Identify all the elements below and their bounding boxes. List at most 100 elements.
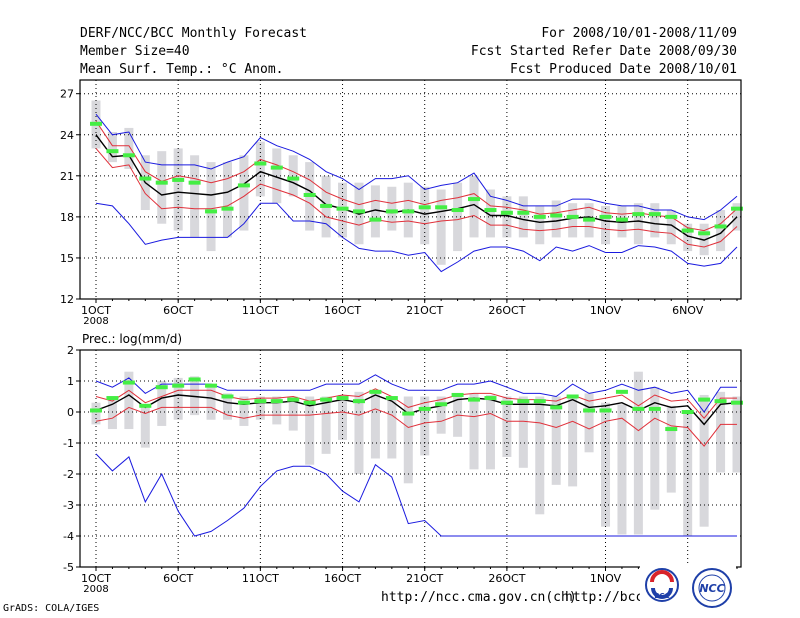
series-line-max: [95, 374, 737, 413]
range-box: [354, 391, 364, 474]
y-tick-label: 12: [60, 293, 74, 306]
header-title: DERF/NCC/BCC Monthly Forecast: [80, 26, 307, 41]
x-tick-label: 1OCT: [81, 304, 111, 317]
median-mark: [500, 400, 513, 405]
median-mark: [320, 203, 333, 208]
y-tick-label: -4: [63, 530, 74, 543]
median-mark: [155, 180, 168, 185]
median-mark: [369, 389, 382, 394]
series-line-upper: [95, 120, 738, 232]
y-tick-label: 0: [67, 406, 74, 419]
range-box: [255, 396, 265, 420]
median-mark: [155, 385, 168, 390]
median-mark: [418, 406, 431, 411]
range-box: [469, 175, 479, 238]
x-tick-label: 26OCT: [488, 304, 525, 317]
median-mark: [599, 214, 612, 219]
range-box: [173, 148, 183, 231]
median-mark: [484, 396, 497, 401]
median-mark: [714, 399, 727, 404]
range-box: [206, 384, 216, 420]
range-box: [716, 391, 726, 473]
range-box: [650, 203, 660, 238]
median-mark: [188, 180, 201, 185]
median-mark: [237, 400, 250, 405]
range-box: [683, 223, 693, 252]
median-mark: [632, 212, 645, 217]
range-box: [370, 185, 380, 238]
y-tick-label: 21: [60, 170, 74, 183]
x-tick-label: 21OCT: [406, 572, 443, 585]
median-mark: [385, 396, 398, 401]
plot-frame: [79, 349, 742, 568]
median-mark: [517, 210, 530, 215]
series-line-mean: [95, 394, 738, 426]
median-mark: [385, 209, 398, 214]
range-box: [485, 394, 495, 470]
range-box: [157, 381, 167, 426]
median-mark: [451, 208, 464, 213]
header-produced-date: Fcst Produced Date 2008/10/01: [510, 62, 737, 77]
range-box: [666, 210, 676, 245]
y-tick-label: 2: [67, 344, 74, 357]
range-box: [420, 396, 430, 456]
range-box: [485, 189, 495, 238]
median-mark: [550, 213, 563, 218]
logos: BCC NCC: [640, 566, 736, 610]
median-mark: [303, 400, 316, 405]
median-mark: [665, 214, 678, 219]
bcc-url-link[interactable]: http://bcc.c: [565, 590, 659, 605]
range-box: [124, 127, 134, 169]
median-mark: [270, 399, 283, 404]
median-mark: [566, 394, 579, 399]
range-box: [338, 394, 348, 440]
median-mark: [550, 405, 563, 410]
range-box: [601, 402, 611, 527]
x-tick-label: 11OCT: [242, 572, 279, 585]
range-box: [288, 155, 298, 197]
median-mark: [451, 392, 464, 397]
median-mark: [731, 206, 743, 211]
range-box: [617, 404, 627, 535]
y-tick-label: 1: [67, 375, 74, 388]
range-box: [190, 376, 200, 416]
header-period: For 2008/10/01-2008/11/09: [541, 26, 737, 41]
median-mark: [402, 411, 415, 416]
median-mark: [484, 208, 497, 213]
ncc-logo-icon: NCC: [692, 568, 732, 608]
median-mark: [615, 217, 628, 222]
plot-frame: [79, 79, 742, 300]
median-mark: [681, 410, 694, 414]
range-box: [551, 200, 561, 238]
range-box: [140, 405, 150, 448]
ncc-url-link[interactable]: http://ncc.cma.gov.cn(ch): [381, 590, 577, 605]
median-mark: [500, 210, 513, 215]
median-mark: [254, 161, 267, 166]
range-box: [699, 394, 709, 527]
median-mark: [418, 205, 431, 210]
median-mark: [681, 228, 694, 233]
x-tick-label: 1NOV: [590, 572, 622, 585]
range-box: [387, 186, 397, 231]
range-box: [633, 203, 643, 245]
series-line-min: [95, 453, 737, 537]
median-mark: [714, 224, 727, 229]
bcc-logo-icon: BCC: [645, 568, 679, 602]
median-mark: [303, 192, 316, 197]
range-box: [239, 396, 249, 426]
median-mark: [221, 394, 234, 399]
range-box: [568, 396, 578, 487]
range-box: [666, 405, 676, 493]
median-mark: [435, 402, 448, 407]
median-mark: [139, 403, 152, 408]
y-tick-label: 15: [60, 252, 74, 265]
series-line-upper: [95, 388, 737, 419]
range-box: [91, 402, 101, 425]
header-variable: Mean Surf. Temp.: °C Anom.: [80, 62, 284, 77]
median-mark: [90, 121, 102, 126]
series-line-min: [95, 113, 738, 221]
range-box: [107, 132, 117, 163]
median-mark: [172, 383, 185, 388]
range-box: [436, 396, 446, 434]
